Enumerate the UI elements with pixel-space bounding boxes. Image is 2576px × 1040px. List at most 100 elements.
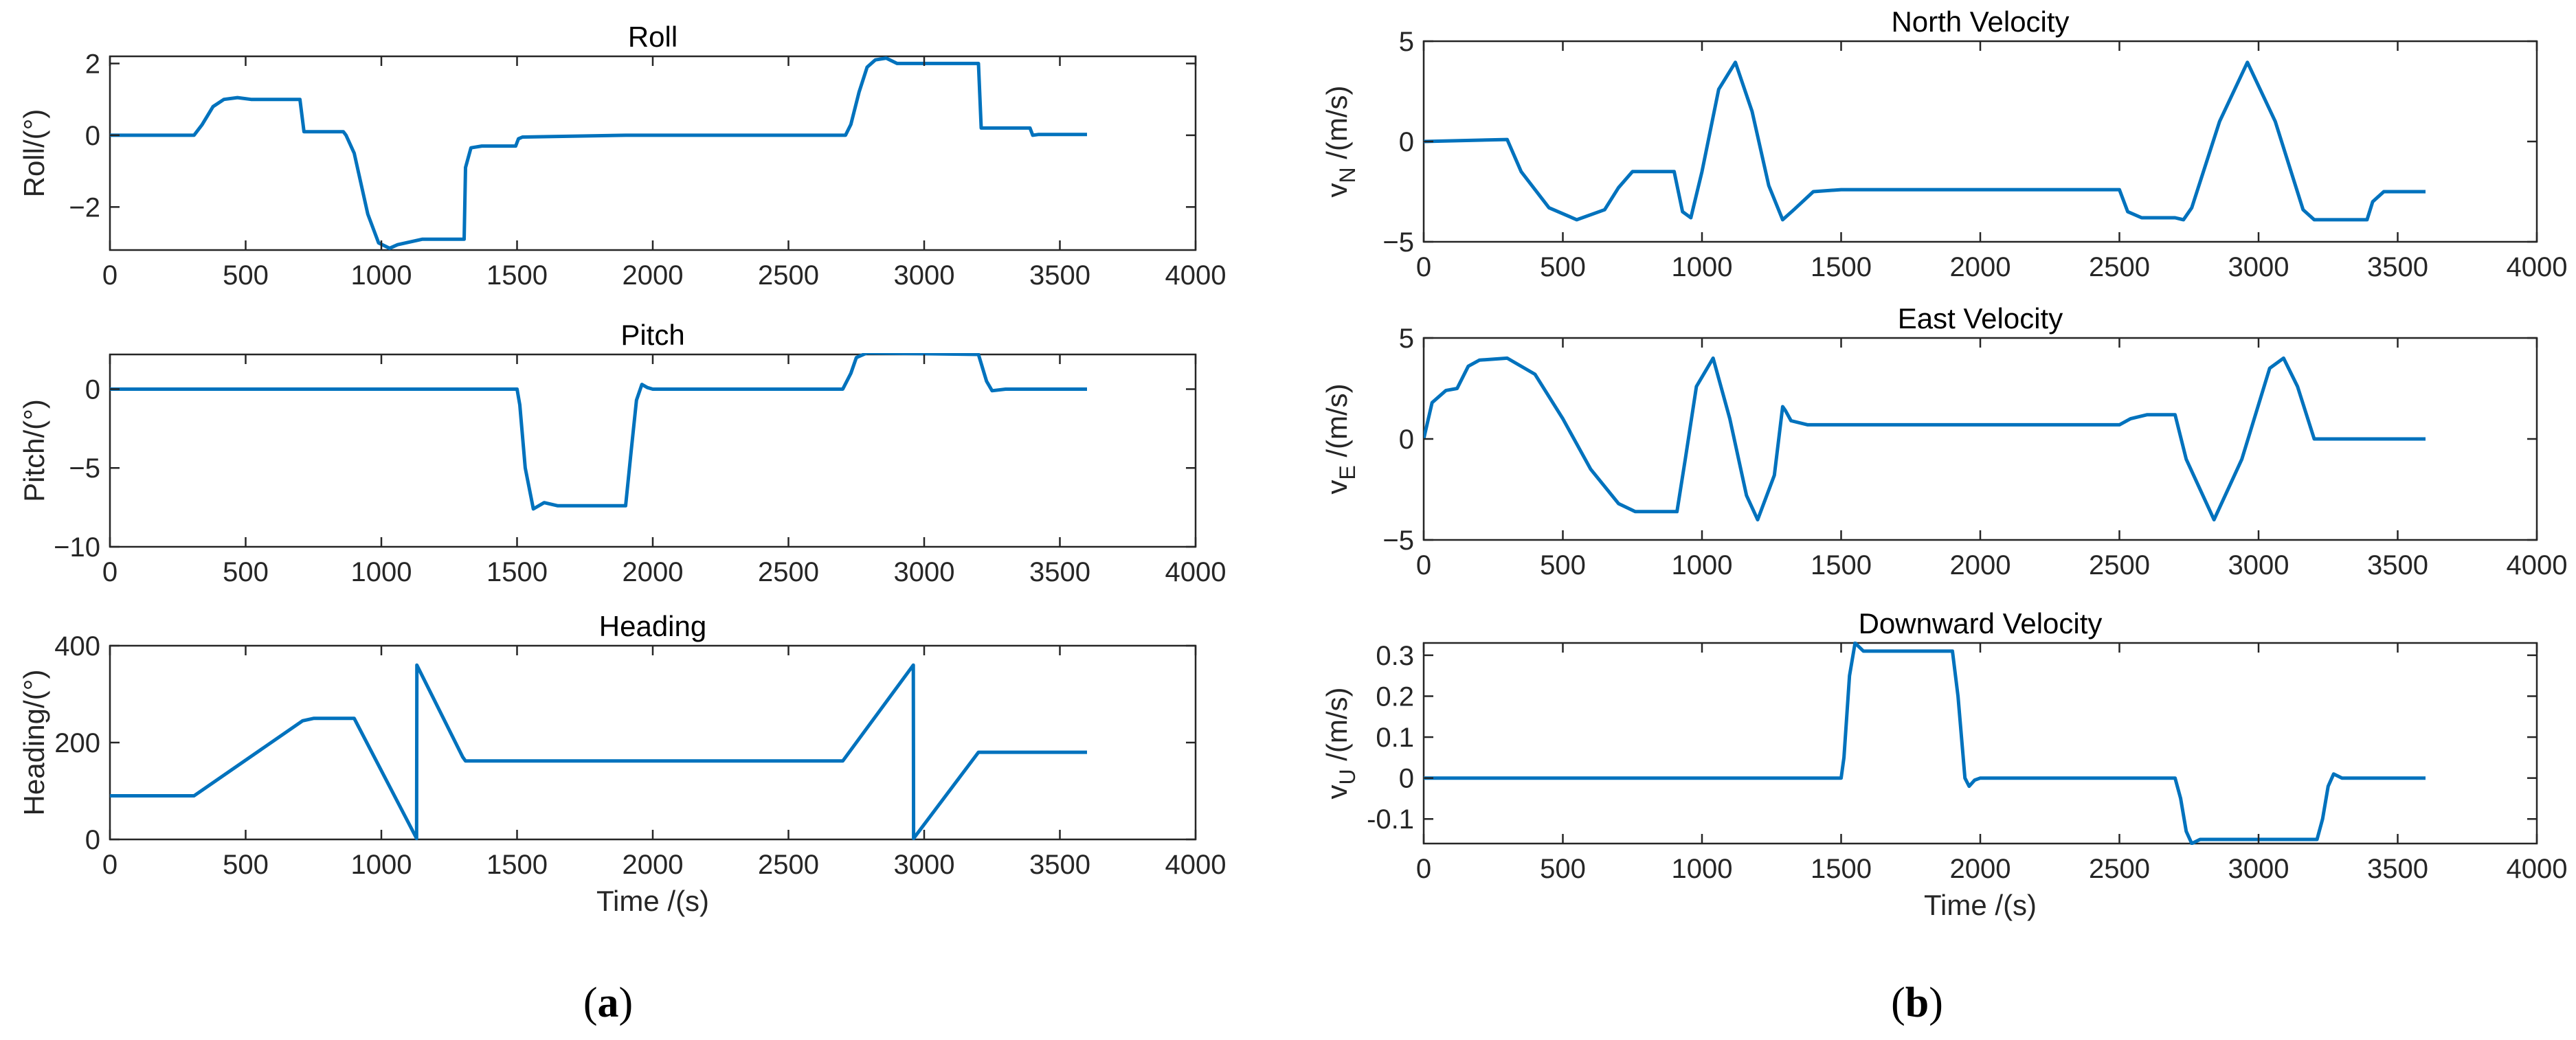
y-axis-label: vN /(m/s) [1321, 85, 1360, 197]
series-line [110, 353, 1087, 511]
x-tick-label: 1500 [1811, 550, 1872, 580]
y-tick-label: 0 [1399, 764, 1414, 794]
x-tick-label: 1500 [486, 850, 548, 880]
x-tick-label: 500 [1540, 854, 1586, 884]
y-tick-label: -0.1 [1367, 804, 1414, 835]
x-tick-label: 4000 [2507, 252, 2568, 282]
x-tick-label: 500 [1540, 252, 1586, 282]
subplot-north-velocity: 0 500 1000 1500 2000 2500 3000 3500 4000−505Nort… [1321, 5, 2567, 282]
y-tick-label: −5 [1382, 227, 1414, 258]
x-tick-label: 3500 [2367, 854, 2428, 884]
x-tick-label: 500 [223, 850, 269, 880]
x-tick-label: 2500 [758, 850, 819, 880]
x-tick-label: 0 [1416, 550, 1431, 580]
x-tick-label: 2000 [623, 557, 684, 587]
x-tick-label: 0 [102, 557, 117, 587]
x-axis-label: Time /(s) [596, 885, 709, 917]
x-tick-label: 0 [1416, 854, 1431, 884]
y-axis-label: Roll/(°) [18, 109, 50, 198]
y-tick-label: 0.3 [1376, 641, 1414, 671]
panel-label-b: (b) [1891, 980, 1943, 1026]
y-tick-label: 0 [85, 374, 100, 405]
y-axis-label: vE /(m/s) [1321, 383, 1360, 494]
y-tick-label: −5 [1382, 525, 1414, 556]
x-tick-label: 2000 [1950, 854, 2011, 884]
x-tick-label: 3500 [2367, 550, 2428, 580]
series-line [110, 56, 1087, 250]
x-tick-label: 2000 [623, 260, 684, 291]
x-tick-label: 2500 [758, 260, 819, 291]
x-tick-label: 1000 [351, 260, 412, 291]
x-tick-label: 3000 [894, 260, 955, 291]
x-tick-label: 3000 [2228, 550, 2289, 580]
plot-area [109, 353, 1197, 548]
plot-area [1422, 642, 2538, 845]
x-tick-label: 3500 [1029, 557, 1090, 587]
subplot-roll: 0 500 1000 1500 2000 2500 3000 3500 4000 −2 0 2 Roll… [18, 21, 1226, 291]
x-tick-label: 4000 [2507, 550, 2568, 580]
x-tick-label: 4000 [1165, 850, 1227, 880]
x-tick-label: 500 [1540, 550, 1586, 580]
y-tick-label: 0 [85, 121, 100, 151]
x-tick-label: 2000 [1950, 550, 2011, 580]
x-tick-label: 0 [102, 850, 117, 880]
x-tick-label: 1000 [1672, 252, 1733, 282]
x-axis-label: Time /(s) [1924, 889, 2037, 921]
y-axis-label: vU /(m/s) [1321, 687, 1360, 799]
subplot-downward-velocity: 0 500 1000 1500 2000 2500 3000 3500 4000-0.100.1… [1321, 607, 2567, 921]
x-tick-label: 1500 [1811, 252, 1872, 282]
x-tick-label: 3000 [894, 850, 955, 880]
y-tick-label: 0.2 [1376, 681, 1414, 712]
y-tick-label: −10 [54, 532, 100, 563]
x-tick-label: 3500 [1029, 850, 1090, 880]
x-tick-label: 2500 [2089, 550, 2150, 580]
y-axis-label: Pitch/(°) [18, 399, 50, 502]
x-tick-label: 1500 [486, 557, 548, 587]
series-line [1424, 356, 2426, 522]
series-line [110, 663, 1087, 841]
x-tick-label: 500 [223, 260, 269, 291]
y-tick-label: 400 [54, 631, 100, 662]
x-tick-label: 3500 [1029, 260, 1090, 291]
chart-title: North Velocity [1891, 5, 2069, 38]
y-tick-label: 5 [1399, 27, 1414, 57]
y-tick-label: 200 [54, 728, 100, 758]
x-tick-label: 1500 [1811, 854, 1872, 884]
y-axis-label: Heading/(°) [18, 670, 50, 816]
plot-area [109, 644, 1197, 841]
subplot-heading: 0 500 1000 1500 2000 2500 3000 3500 40000200400H… [18, 610, 1226, 917]
x-tick-label: 1000 [1672, 550, 1733, 580]
x-tick-label: 4000 [1165, 260, 1227, 291]
x-tick-label: 2500 [2089, 252, 2150, 282]
x-tick-label: 1000 [351, 850, 412, 880]
x-tick-label: 3000 [2228, 252, 2289, 282]
x-tick-label: 0 [1416, 252, 1431, 282]
x-tick-label: 2000 [623, 850, 684, 880]
x-tick-label: 500 [223, 557, 269, 587]
y-tick-label: 0 [1399, 425, 1414, 455]
x-tick-label: 1500 [486, 260, 548, 291]
chart-title: Heading [599, 610, 706, 642]
series-line [1424, 60, 2426, 222]
subplot-pitch: 0 500 1000 1500 2000 2500 3000 3500 4000 −10 −5 0 Pi… [18, 319, 1226, 587]
chart-title: Downward Velocity [1859, 607, 2103, 640]
y-tick-label: 0 [85, 825, 100, 855]
y-tick-label: −5 [69, 453, 100, 484]
x-tick-label: 0 [102, 260, 117, 291]
series-line [1424, 642, 2426, 845]
plot-area [109, 55, 1197, 251]
subplot-east-velocity: 0 500 1000 1500 2000 2500 3000 3500 4000−505East… [1321, 302, 2567, 580]
chart-title: Pitch [620, 319, 684, 351]
y-tick-label: 0.1 [1376, 723, 1414, 753]
x-tick-label: 1000 [1672, 854, 1733, 884]
y-tick-label: 2 [85, 49, 100, 79]
panel-label-a: (a) [583, 980, 633, 1026]
x-tick-label: 3000 [2228, 854, 2289, 884]
y-tick-label: −2 [69, 192, 100, 223]
x-tick-label: 3500 [2367, 252, 2428, 282]
y-tick-label: 5 [1399, 324, 1414, 354]
chart-title: East Velocity [1898, 302, 2063, 335]
x-tick-label: 2500 [2089, 854, 2150, 884]
x-tick-label: 4000 [1165, 557, 1227, 587]
